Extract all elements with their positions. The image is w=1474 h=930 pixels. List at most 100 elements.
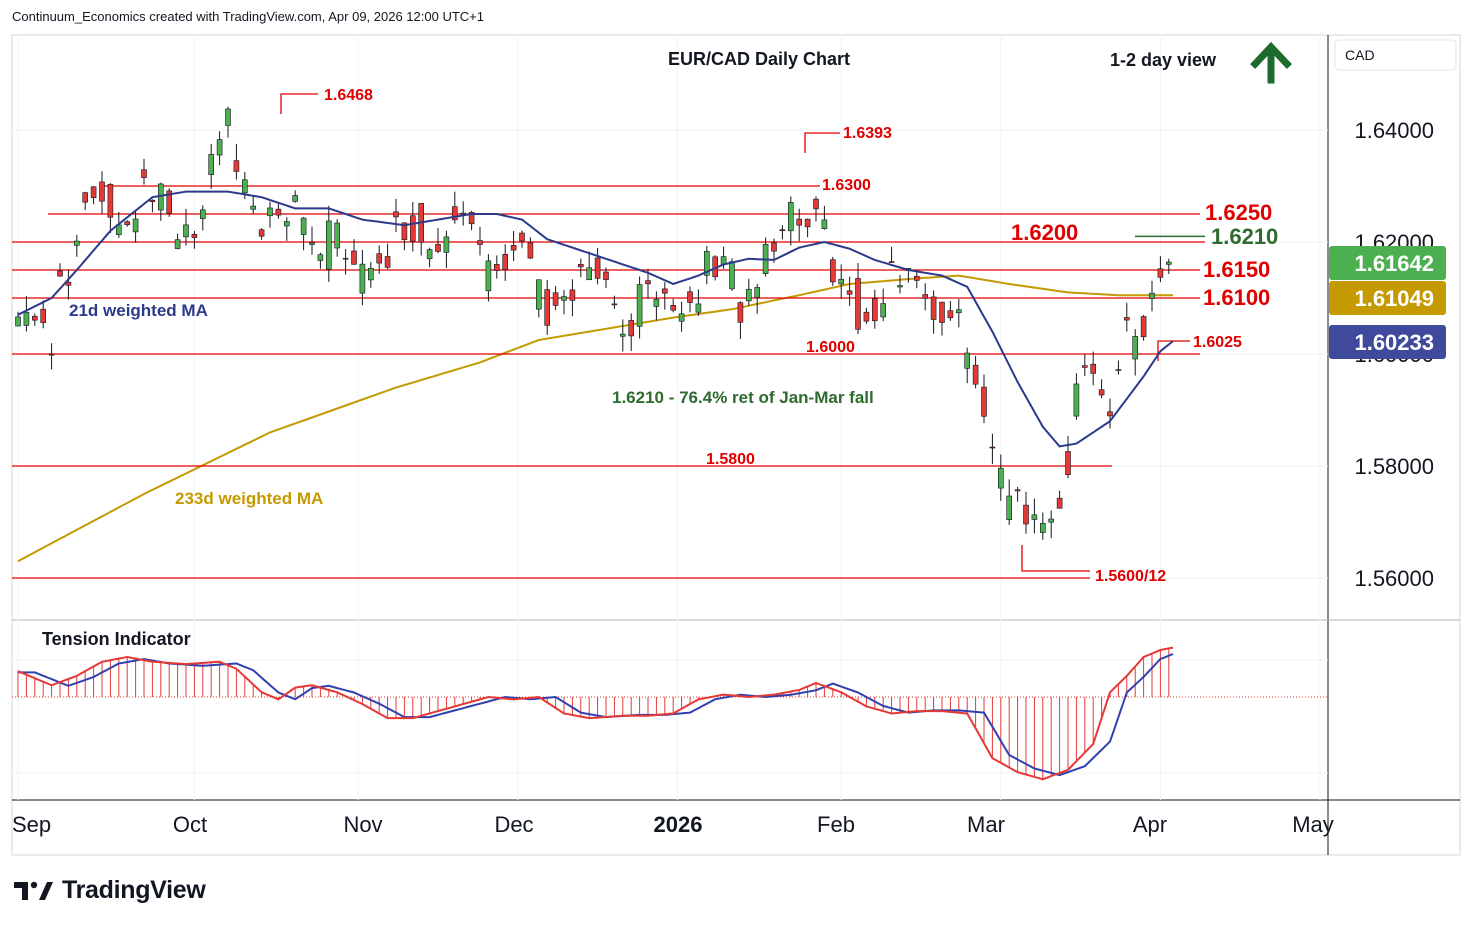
candle-down [48, 353, 55, 356]
tradingview-brand[interactable]: TradingView [14, 876, 206, 905]
candle-up [317, 254, 324, 261]
x-tick-label: Sep [12, 812, 51, 837]
candle-up [174, 239, 181, 249]
candle-up [619, 333, 626, 337]
peak-marker-1.6393 [804, 132, 840, 153]
candle-down [603, 271, 609, 280]
level-label-1.6300: 1.6300 [822, 177, 871, 194]
candle-down [569, 289, 576, 301]
candle-down [384, 256, 391, 268]
candle-down [871, 298, 878, 322]
candle-up [729, 261, 735, 290]
candle-down [989, 446, 996, 449]
candle-down [57, 270, 63, 277]
candle-up [225, 108, 231, 126]
candle-up [309, 242, 315, 245]
candle-down [233, 160, 240, 172]
candle-down [1056, 497, 1063, 509]
candle-up [678, 313, 685, 322]
ma21-line [17, 190, 1174, 448]
candle-down [628, 320, 635, 337]
candle-up [325, 220, 332, 270]
candle-down [1082, 365, 1088, 368]
candle-up [561, 296, 567, 301]
candle-down [544, 289, 551, 326]
candle-down [510, 245, 517, 251]
candle-down [124, 221, 130, 226]
candle-up [267, 207, 273, 217]
candle-down [166, 190, 172, 214]
y-tick-label: 1.56000 [1354, 566, 1434, 591]
currency-box[interactable] [1334, 39, 1457, 71]
candle-up [880, 303, 887, 318]
candle-down [552, 292, 559, 306]
candle-down [863, 311, 870, 322]
candle-up [838, 278, 845, 285]
currency-label: CAD [1345, 47, 1375, 63]
candle-down [351, 250, 357, 265]
candle-up [964, 352, 971, 369]
level-label-1.6100: 1.6100 [1203, 285, 1270, 310]
tension-signal-line [18, 653, 1174, 777]
candle-up [1166, 261, 1172, 265]
candle-down [981, 386, 987, 417]
candle-down [939, 301, 945, 323]
grid-lines [12, 35, 1328, 800]
candle-up [242, 179, 248, 194]
candle-down [779, 229, 786, 232]
ma233-label: 233d weighted MA [175, 489, 323, 508]
candle-up [586, 267, 593, 281]
candle-down [409, 215, 416, 242]
candle-down [342, 257, 349, 260]
ma21-line-group [17, 190, 1174, 448]
candle-up [787, 202, 794, 232]
price-tag-box [1329, 281, 1446, 315]
candle-down [90, 186, 97, 199]
candle-down [1107, 411, 1113, 417]
candle-up [23, 311, 30, 326]
candle-up [334, 222, 341, 249]
arrow-up-icon [1250, 41, 1292, 84]
candle-down [947, 310, 954, 319]
candle-down [1124, 317, 1130, 321]
tension-indicator-panel: Tension Indicator [12, 629, 1328, 781]
candle-up [695, 303, 702, 313]
candle-down [1014, 489, 1021, 492]
candle-down [1140, 316, 1147, 338]
view-label: 1-2 day view [1110, 50, 1217, 70]
candle-up [754, 287, 761, 298]
candle-up [1006, 495, 1013, 521]
candle-down [645, 280, 651, 285]
candle-down [577, 264, 584, 268]
candle-up [183, 224, 189, 238]
candle-up [1149, 292, 1155, 299]
candle-down [670, 305, 677, 311]
x-tick-label: Mar [967, 812, 1005, 837]
candle-down [611, 303, 618, 306]
candle-down [1090, 363, 1096, 374]
candle-down [813, 198, 819, 210]
candle-down [107, 184, 114, 218]
candle-up [283, 221, 290, 227]
y-tick-label: 1.58000 [1354, 454, 1434, 479]
ma21-label: 21d weighted MA [69, 301, 208, 320]
candle-down [1023, 504, 1029, 525]
x-tick-label: Dec [494, 812, 533, 837]
candle-down [435, 244, 441, 252]
x-tick-label: 2026 [654, 812, 703, 837]
level-label-1.6200: 1.6200 [1011, 220, 1078, 245]
candle-down [930, 296, 937, 320]
candle-down [594, 257, 601, 279]
brand-name: TradingView [62, 876, 206, 904]
price-tag-label: 1.60233 [1354, 330, 1434, 355]
candle-down [1098, 389, 1105, 396]
candle-down [737, 302, 744, 323]
candle-down [829, 259, 836, 283]
price-tag-label: 1.61642 [1354, 251, 1434, 276]
candle-down [82, 192, 88, 203]
tradingview-logo-icon [14, 881, 53, 900]
chart-attribution: Continuum_Economics created with Trading… [12, 9, 484, 24]
candle-down [65, 281, 72, 286]
indicator-title: Tension Indicator [42, 629, 191, 649]
x-tick-label: Nov [343, 812, 382, 837]
